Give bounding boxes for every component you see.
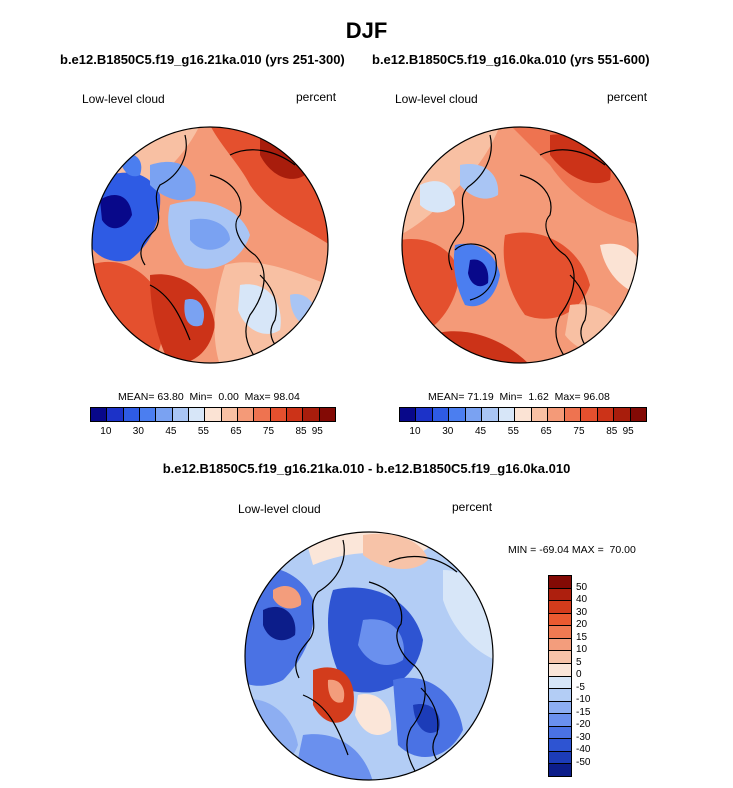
left-stats: MEAN= 63.80 Min= 0.00 Max= 98.04 [118, 391, 300, 403]
right-colorbar [399, 407, 647, 422]
difference-colorbar-swatch [549, 663, 571, 677]
difference-colorbar-tick-label: -40 [576, 744, 591, 755]
left-colorbar-tick-label: 95 [311, 426, 323, 437]
difference-colorbar-swatch [549, 701, 571, 715]
difference-colorbar-tick-label: -15 [576, 706, 591, 718]
difference-colorbar-swatch [549, 613, 571, 627]
right-colorbar-tick-label: 55 [507, 426, 519, 437]
difference-colorbar-swatch [549, 576, 571, 589]
right-colorbar-tick-label: 85 [606, 426, 618, 437]
right-colorbar-swatch [432, 408, 450, 421]
difference-colorbar-tick-label: 30 [576, 606, 588, 618]
left-colorbar-swatch [303, 408, 320, 421]
difference-colorbar-tick-label: 0 [576, 669, 582, 680]
difference-colorbar [548, 575, 572, 777]
right-colorbar-swatch [416, 408, 433, 421]
difference-colorbar-swatch [549, 676, 571, 690]
left-colorbar-tick-label: 85 [295, 426, 307, 437]
left-colorbar-tick-label: 45 [165, 426, 177, 437]
right-colorbar-swatch [449, 408, 466, 421]
difference-colorbar-swatch [549, 588, 571, 602]
left-colorbar-swatch [319, 408, 335, 421]
left-colorbar-swatch [107, 408, 124, 421]
difference-colorbar-tick-label: 5 [576, 656, 582, 668]
left-colorbar-tick-label: 10 [100, 426, 112, 437]
diff-units-label: percent [452, 500, 493, 514]
difference-colorbar-swatch [549, 726, 571, 740]
difference-colorbar-tick-label: -30 [576, 731, 591, 743]
difference-colorbar-ticks: 50 40 30 20 15 10 5 0 -5 -10 -15 -20 -30 -40 -50 [576, 575, 616, 775]
right-units-label: percent [607, 90, 648, 104]
right-colorbar-swatch [400, 408, 417, 421]
left-colorbar-swatch [172, 408, 189, 421]
right-colorbar-swatch [465, 408, 483, 421]
left-colorbar-swatch [254, 408, 271, 421]
left-colorbar-swatch [139, 408, 157, 421]
right-colorbar-tick-label: 30 [442, 426, 454, 437]
right-colorbar-tick-label: 45 [475, 426, 487, 437]
diff-stats: MIN = -69.04 MAX = 70.00 [508, 544, 636, 556]
difference-colorbar-tick-label: -10 [576, 694, 591, 705]
left-colorbar-ticks: 10 30 45 55 65 75 85 95 [90, 426, 334, 440]
right-colorbar-tick-label: 10 [409, 426, 421, 437]
right-colorbar-swatch [498, 408, 516, 421]
left-colorbar-swatch [156, 408, 173, 421]
difference-colorbar-tick-label: -20 [576, 719, 591, 730]
left-colorbar-tick-label: 30 [132, 426, 144, 437]
left-panel-subtitle: b.e12.B1850C5.f19_g16.21ka.010 (yrs 251-… [60, 52, 345, 67]
difference-colorbar-tick-label: 40 [576, 594, 588, 605]
diff-variable-label: Low-level cloud [238, 502, 321, 516]
difference-colorbar-swatch [549, 601, 571, 614]
left-colorbar-swatch [221, 408, 238, 421]
difference-polar-map [244, 531, 494, 781]
right-colorbar-tick-label: 65 [540, 426, 552, 437]
right-colorbar-swatch [581, 408, 598, 421]
right-colorbar-tick-label: 75 [573, 426, 585, 437]
left-colorbar-swatch [270, 408, 287, 421]
difference-colorbar-tick-label: 10 [576, 644, 588, 655]
difference-colorbar-tick-label: -50 [576, 756, 591, 768]
left-colorbar-tick-label: 75 [262, 426, 275, 437]
right-colorbar-swatch [515, 408, 532, 421]
left-units-label: percent [296, 90, 337, 104]
difference-colorbar-swatch [549, 689, 571, 702]
difference-subtitle: b.e12.B1850C5.f19_g16.21ka.010 - b.e12.B… [162, 461, 571, 476]
right-colorbar-tick-label: 95 [622, 426, 634, 437]
right-colorbar-swatch [482, 408, 499, 421]
left-colorbar-tick-label: 65 [230, 426, 242, 437]
left-colorbar-tick-label: 55 [197, 426, 209, 437]
difference-colorbar-tick-label: -5 [576, 681, 585, 693]
right-variable-label: Low-level cloud [395, 92, 478, 106]
right-colorbar-swatch [614, 408, 631, 421]
difference-colorbar-tick-label: 20 [576, 619, 588, 630]
left-polar-map [91, 126, 329, 364]
left-colorbar-swatch [123, 408, 140, 421]
difference-colorbar-swatch [549, 751, 571, 765]
right-colorbar-swatch [630, 408, 647, 421]
right-polar-map [401, 126, 639, 364]
right-colorbar-ticks: 10 30 45 55 65 75 85 95 [399, 426, 645, 440]
left-variable-label: Low-level cloud [82, 92, 165, 106]
figure-title: DJF [345, 18, 388, 43]
left-colorbar-swatch [91, 408, 108, 421]
right-colorbar-swatch [531, 408, 549, 421]
right-stats: MEAN= 71.19 Min= 1.62 Max= 96.08 [428, 391, 610, 403]
right-panel-subtitle: b.e12.B1850C5.f19_g16.0ka.010 (yrs 551-6… [372, 52, 650, 67]
difference-colorbar-swatch [549, 739, 571, 752]
difference-colorbar-tick-label: 15 [576, 631, 588, 643]
right-colorbar-swatch [548, 408, 565, 421]
difference-colorbar-swatch [549, 764, 571, 776]
left-colorbar-swatch [188, 408, 206, 421]
right-colorbar-swatch [597, 408, 615, 421]
difference-colorbar-swatch [549, 626, 571, 639]
left-colorbar-swatch [237, 408, 255, 421]
left-colorbar [90, 407, 336, 422]
difference-colorbar-swatch [549, 651, 571, 664]
left-colorbar-swatch [205, 408, 222, 421]
difference-colorbar-swatch [549, 714, 571, 727]
difference-colorbar-swatch [549, 638, 571, 652]
difference-colorbar-tick-label: 50 [576, 581, 588, 593]
right-colorbar-swatch [564, 408, 582, 421]
left-colorbar-swatch [286, 408, 304, 421]
